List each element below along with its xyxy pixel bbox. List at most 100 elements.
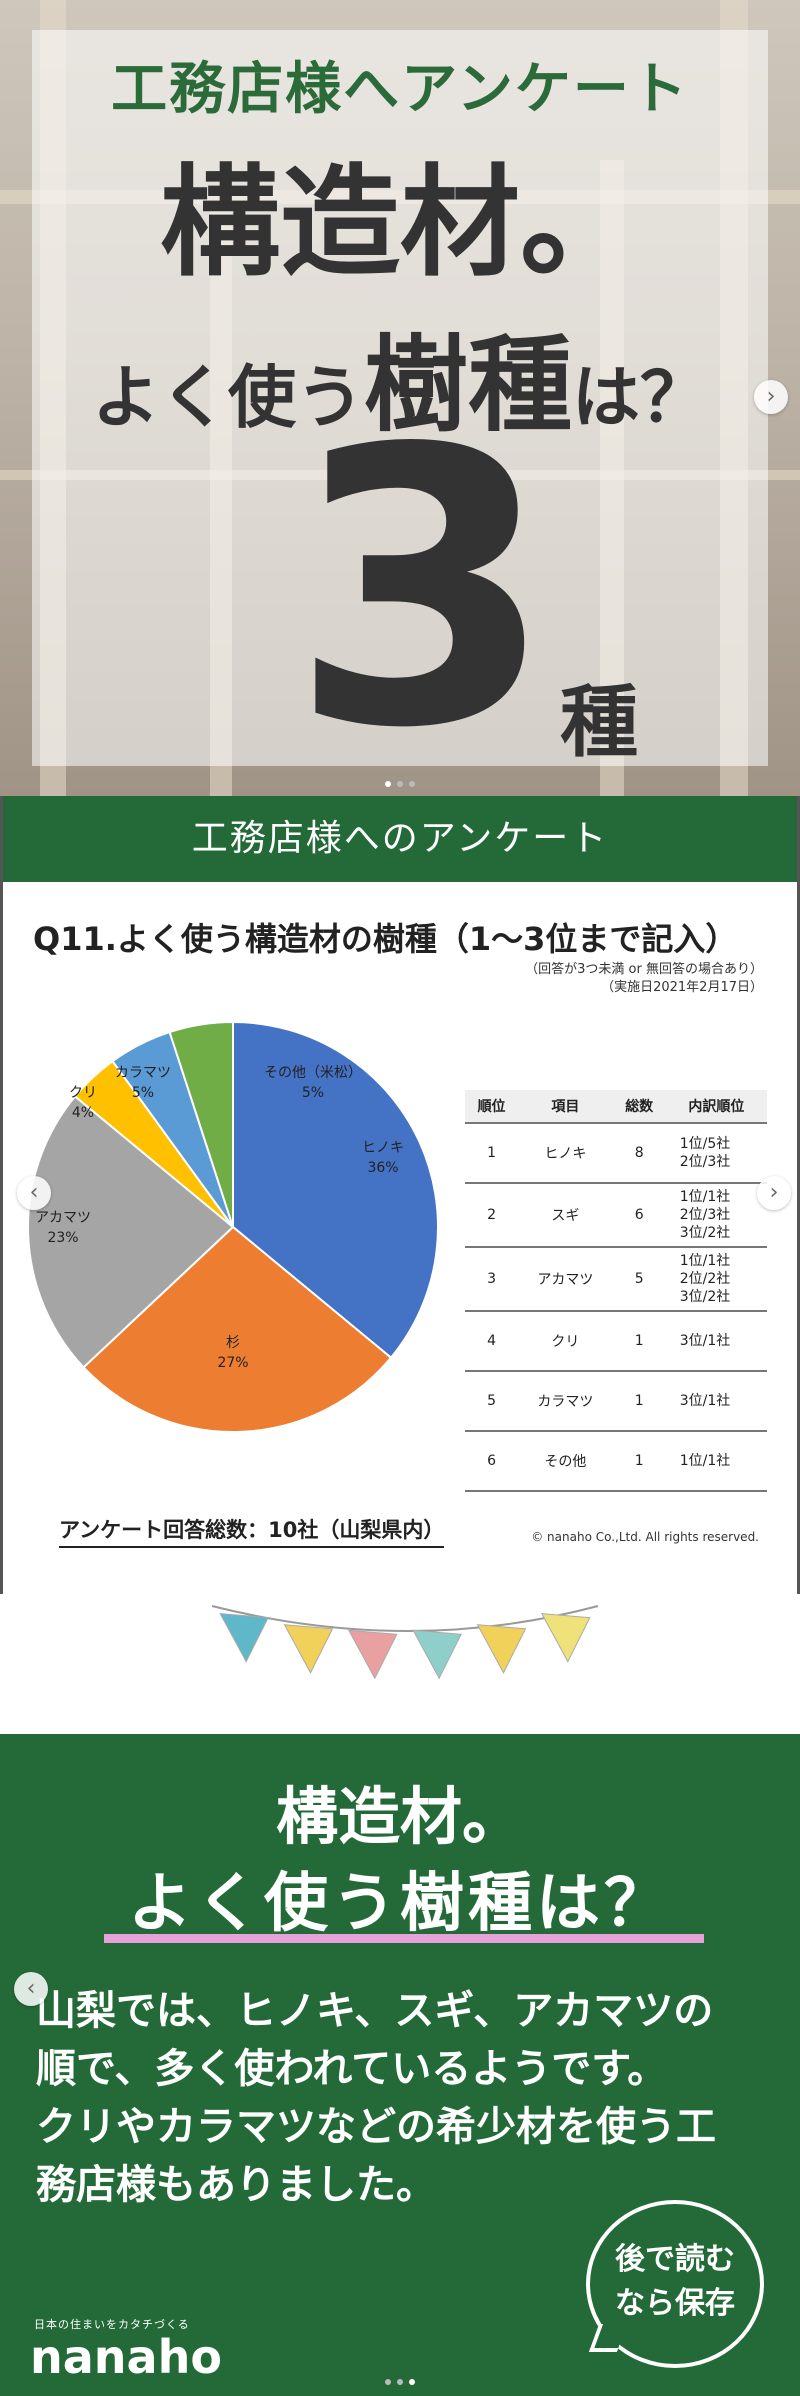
bunting-string bbox=[211, 1605, 599, 1632]
breakdown-entry: 1位/1社 bbox=[679, 1453, 731, 1469]
cell-breakdown: 1位/1社 bbox=[665, 1431, 767, 1492]
survey-kicker: 工務店様へアンケート bbox=[111, 57, 689, 122]
cell-total: 5 bbox=[612, 1247, 666, 1312]
cell-breakdown: 1位/1社 2位/2社 3位/2社 bbox=[665, 1247, 767, 1312]
body-line: 順で、多く使われているようです。 bbox=[36, 2046, 668, 2092]
next-slide-button[interactable]: › bbox=[757, 1176, 791, 1210]
cell-item: クリ bbox=[518, 1311, 613, 1372]
bunting-flag bbox=[283, 1624, 334, 1674]
breakdown-entry: 2位/2社 bbox=[679, 1271, 731, 1287]
copyright: © nanaho Co.,Ltd. All rights reserved. bbox=[531, 1530, 759, 1544]
slice-percent: 5% bbox=[132, 1085, 154, 1101]
respondent-total: アンケート回答総数：10社（山梨県内） bbox=[59, 1514, 445, 1548]
next-slide-button[interactable]: › bbox=[754, 380, 788, 414]
table-row: 1 ヒノキ 8 1位/5社 2位/3社 bbox=[465, 1123, 767, 1184]
breakdown-entry: 3位/2社 bbox=[679, 1289, 731, 1305]
breakdown-entry: 1位/5社 bbox=[679, 1136, 731, 1152]
carousel-dot[interactable] bbox=[409, 781, 415, 787]
pie-slice bbox=[232, 1020, 439, 1360]
cell-item: その他 bbox=[518, 1431, 613, 1492]
breakdown-entry: 3位/1社 bbox=[679, 1333, 731, 1349]
cell-rank: 1 bbox=[465, 1123, 519, 1184]
headline-part-a: よく使う bbox=[91, 359, 364, 438]
slice-label: カラマツ bbox=[115, 1065, 171, 1081]
cell-rank: 3 bbox=[465, 1247, 519, 1312]
breakdown-entry: 3位/1社 bbox=[679, 1393, 731, 1409]
slice-label: 杉 bbox=[226, 1335, 240, 1351]
cell-total: 6 bbox=[612, 1183, 666, 1248]
cell-item: スギ bbox=[518, 1183, 613, 1248]
breakdown-entry: 2位/3社 bbox=[679, 1154, 731, 1170]
slice-label: ヒノキ bbox=[362, 1140, 404, 1156]
title-underline bbox=[104, 1934, 704, 1943]
header-total: 総数 bbox=[612, 1090, 666, 1124]
slide-survey-results: 工務店様へのアンケート Q11.よく使う構造材の樹種（1～3位まで記入） （回答… bbox=[0, 796, 800, 1594]
ranking-table-body: 1 ヒノキ 8 1位/5社 2位/3社 2 スギ 6 1位/1社 2位/3社 3位/2社 3 アカマツ 5… bbox=[465, 1123, 767, 1492]
cell-item: アカマツ bbox=[518, 1247, 613, 1312]
pie-chart: ヒノキ 36% 杉 27% アカマツ 23% クリ 4% カラマツ 5% その他（米松） 5% bbox=[27, 1020, 439, 1433]
carousel-dot[interactable] bbox=[409, 2379, 415, 2385]
cell-rank: 4 bbox=[465, 1311, 519, 1372]
cell-total: 1 bbox=[612, 1431, 666, 1492]
slide-summary: 構造材。 よく使う樹種は？ 山梨では、ヒノキ、スギ、アカマツの 順で、多く使われ… bbox=[0, 1594, 800, 2396]
pie-slice bbox=[27, 1094, 235, 1369]
table-row: 6 その他 1 1位/1社 bbox=[465, 1431, 767, 1492]
headline-part-b: 樹種 bbox=[363, 324, 572, 446]
table-row: 4 クリ 1 3位/1社 bbox=[465, 1311, 767, 1372]
slice-label: その他（米松） bbox=[264, 1065, 362, 1081]
slice-label: クリ bbox=[69, 1085, 97, 1101]
breakdown-entry: 1位/1社 bbox=[679, 1189, 731, 1205]
carousel-dot[interactable] bbox=[385, 781, 391, 787]
slice-percent: 23% bbox=[47, 1230, 78, 1246]
table-row: 2 スギ 6 1位/1社 2位/3社 3位/2社 bbox=[465, 1183, 767, 1248]
slice-percent: 36% bbox=[367, 1160, 398, 1176]
carousel-dots bbox=[0, 772, 800, 791]
bunting-flag bbox=[476, 1624, 527, 1674]
bunting-flag bbox=[219, 1613, 269, 1663]
carousel-dots bbox=[0, 2370, 800, 2389]
slice-percent: 4% bbox=[72, 1105, 94, 1121]
headline-line1: 構造材。 bbox=[160, 154, 640, 293]
save-for-later-bubble: 後で読む なら保存 bbox=[586, 2200, 764, 2368]
cell-breakdown: 3位/1社 bbox=[665, 1311, 767, 1372]
bunting-flag bbox=[540, 1613, 591, 1663]
answer-note: （回答が3つ未満 or 無回答の場合あり） bbox=[525, 962, 763, 977]
cell-rank: 2 bbox=[465, 1183, 519, 1248]
slice-percent: 5% bbox=[302, 1085, 324, 1101]
summary-title-line2: よく使う樹種は？ bbox=[128, 1867, 672, 1941]
breakdown-entry: 1位/1社 bbox=[679, 1253, 731, 1269]
carousel-dot[interactable] bbox=[397, 781, 403, 787]
cell-breakdown: 1位/1社 2位/3社 3位/2社 bbox=[665, 1183, 767, 1248]
bunting-flag bbox=[347, 1629, 398, 1680]
body-line: クリやカラマツなどの希少材を使う工 bbox=[36, 2104, 716, 2150]
survey-band-title: 工務店様へのアンケート bbox=[3, 796, 797, 882]
table-row: 5 カラマツ 1 3位/1社 bbox=[465, 1371, 767, 1432]
pie-slice bbox=[168, 1020, 234, 1228]
cell-total: 1 bbox=[612, 1371, 666, 1432]
slice-label: アカマツ bbox=[35, 1210, 91, 1226]
header-rank: 順位 bbox=[465, 1090, 519, 1124]
prev-slide-button[interactable]: ‹ bbox=[17, 1176, 51, 1210]
cell-total: 8 bbox=[612, 1123, 666, 1184]
table-header-row: 順位 項目 総数 内訳順位 bbox=[465, 1090, 767, 1124]
number-unit: 種 bbox=[560, 678, 639, 768]
carousel-dot[interactable] bbox=[397, 2379, 403, 2385]
cell-breakdown: 3位/1社 bbox=[665, 1371, 767, 1432]
headline-part-c: は？ bbox=[572, 359, 709, 438]
ranking-table: 順位 項目 総数 内訳順位 1 ヒノキ 8 1位/5社 2位/3社 2 スギ 6 1位/1社 2位… bbox=[465, 1090, 767, 1492]
carousel-dot[interactable] bbox=[385, 2379, 391, 2385]
breakdown-entry: 2位/3社 bbox=[679, 1207, 731, 1223]
summary-body: 山梨では、ヒノキ、スギ、アカマツの 順で、多く使われているようです。 クリやカラ… bbox=[36, 1982, 776, 2214]
brand-tagline: 日本の住まいをカタチづくる bbox=[34, 2318, 190, 2331]
header-breakdown: 内訳順位 bbox=[665, 1090, 767, 1124]
cell-rank: 5 bbox=[465, 1371, 519, 1432]
big-number: 3 bbox=[290, 368, 555, 796]
save-line1: 後で読む bbox=[615, 2242, 735, 2277]
survey-date-note: （実施日2021年2月17日） bbox=[601, 980, 763, 995]
headline-line2: よく使う樹種は？ bbox=[0, 300, 800, 451]
table-row: 3 アカマツ 5 1位/1社 2位/2社 3位/2社 bbox=[465, 1247, 767, 1312]
prev-slide-button[interactable]: ‹ bbox=[14, 1972, 48, 2006]
title-card bbox=[32, 30, 768, 766]
breakdown-entry: 3位/2社 bbox=[679, 1225, 731, 1241]
